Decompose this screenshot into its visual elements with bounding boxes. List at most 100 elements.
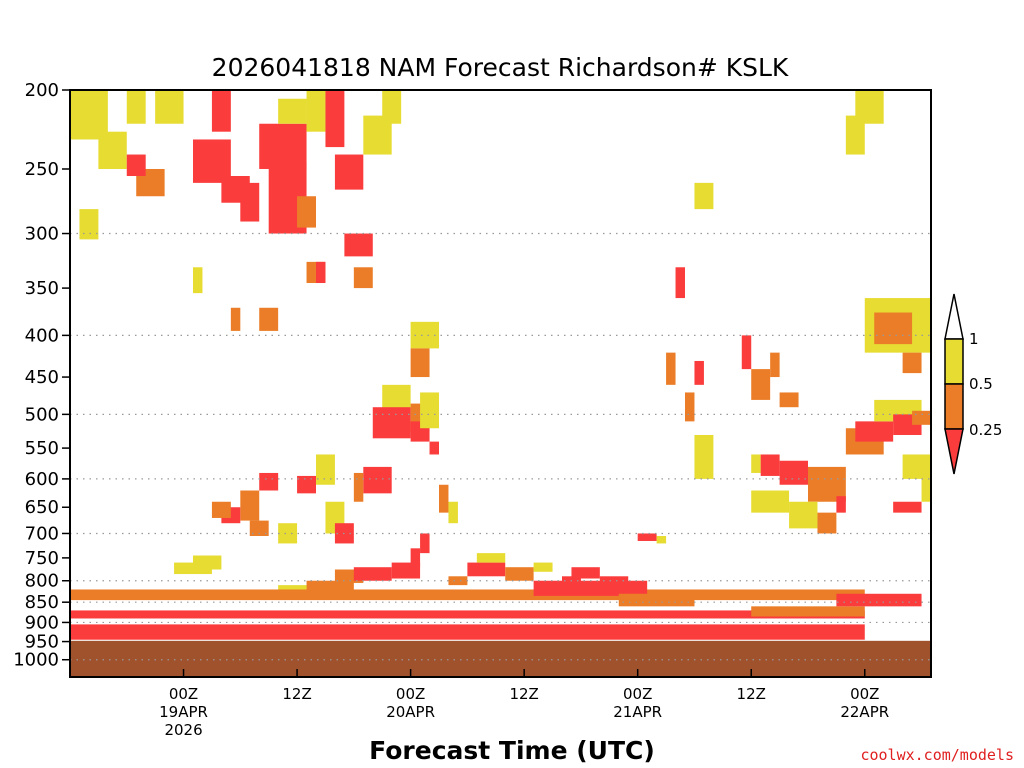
- ri-cell-17: [334, 154, 364, 190]
- ri-cell-77: [779, 392, 799, 408]
- ri-cell-16: [325, 90, 345, 148]
- ri-cell-38: [259, 472, 279, 491]
- ri-cell-30: [372, 407, 411, 439]
- ri-cell-42: [211, 501, 231, 518]
- ri-cell-0: [70, 90, 108, 140]
- x-tick-label-0-1: 19APR: [159, 703, 208, 721]
- ri-cell-56: [306, 580, 354, 592]
- ri-cell-97: [921, 478, 931, 502]
- ri-cell-85: [836, 496, 846, 513]
- x-tick-label-6-0: 00Z: [850, 685, 879, 703]
- ri-cell-33: [420, 392, 439, 429]
- ri-cell-24: [259, 307, 279, 331]
- ri-cell-7: [193, 139, 231, 183]
- ri-cell-55: [353, 567, 392, 581]
- x-tick-label-0-0: 00Z: [169, 685, 198, 703]
- ri-cell-36: [353, 472, 364, 502]
- ri-cell-82: [751, 490, 790, 513]
- ri-cell-61: [505, 567, 534, 581]
- ri-cell-73: [694, 434, 714, 479]
- ri-cell-47: [420, 533, 430, 554]
- ri-cell-51: [448, 501, 458, 524]
- y-tick-label-200: 200: [25, 80, 59, 101]
- data-cells: [70, 90, 931, 594]
- y-tick-label-650: 650: [25, 497, 59, 518]
- legend-label-1: 1: [969, 330, 979, 348]
- ri-cell-8: [211, 90, 231, 132]
- surface-band-3: [533, 580, 648, 596]
- ri-cell-53: [174, 562, 212, 575]
- ri-cell-81: [808, 466, 846, 502]
- ri-cell-1: [98, 131, 127, 169]
- ri-cell-6: [155, 90, 184, 124]
- dotted-gridlines: [70, 232, 931, 661]
- ri-cell-2: [126, 90, 146, 124]
- y-tick-label-800: 800: [25, 571, 59, 592]
- ri-cell-69: [694, 360, 704, 385]
- x-tick-label-2-1: 20APR: [386, 703, 435, 721]
- ri-cell-62: [533, 562, 553, 572]
- y-tick-label-400: 400: [25, 325, 59, 346]
- ri-cell-23: [353, 267, 373, 289]
- ri-cell-72: [694, 182, 714, 210]
- ri-cell-71: [666, 352, 676, 385]
- ri-cell-40: [240, 490, 260, 521]
- y-tick-label-300: 300: [25, 224, 59, 245]
- surface-band-6: [836, 593, 922, 607]
- legend: 1 0.5 0.25: [944, 293, 1002, 475]
- ri-cell-65: [599, 576, 629, 586]
- ri-cell-10: [240, 182, 260, 222]
- ri-cell-78: [751, 454, 761, 473]
- legend-arrow-top: [944, 293, 964, 340]
- ri-cell-60: [448, 576, 468, 586]
- y-tick-label-750: 750: [25, 548, 59, 569]
- plot-frame: [69, 89, 932, 678]
- y-axis-ticks: 200 250 300 350 400 450 500 550 600 650 700 7508008…: [13, 80, 70, 671]
- y-tick-label-500: 500: [25, 404, 59, 425]
- ri-cell-98: [893, 501, 922, 513]
- ri-cell-43: [249, 520, 269, 536]
- ri-cell-64: [571, 567, 600, 579]
- ri-cell-70: [685, 392, 695, 422]
- ri-cell-67: [656, 535, 667, 544]
- chart-title: 2026041818 NAM Forecast Richardson# KSLK: [212, 53, 789, 82]
- x-tick-label-3-0: 12Z: [509, 685, 538, 703]
- ri-cell-20: [382, 90, 402, 124]
- surface-band-0: [70, 589, 865, 601]
- x-tick-label-4-1: 21APR: [613, 703, 662, 721]
- y-tick-label-1000: 1000: [13, 650, 59, 671]
- ri-cell-4: [126, 154, 146, 177]
- ri-cell-49: [391, 562, 421, 579]
- ri-cell-15: [306, 90, 326, 132]
- x-tick-label-4-0: 00Z: [623, 685, 652, 703]
- ri-cell-26: [193, 267, 203, 294]
- x-axis-label: Forecast Time (UTC): [369, 736, 655, 765]
- x-tick-label-2-0: 00Z: [396, 685, 425, 703]
- ri-cell-5: [79, 209, 99, 240]
- y-tick-label-700: 700: [25, 523, 59, 544]
- ri-cell-83: [789, 501, 818, 529]
- ri-cell-59: [476, 553, 506, 563]
- ri-cell-37: [316, 454, 335, 485]
- credit-label: coolwx.com/models: [860, 746, 1014, 764]
- ri-cell-57: [278, 585, 307, 594]
- surface-band-1: [70, 610, 865, 619]
- ri-cell-93: [874, 312, 913, 345]
- ri-cell-74: [741, 335, 752, 370]
- ri-cell-14: [297, 196, 316, 228]
- x-tick-label-0-2: 2026: [164, 721, 202, 739]
- ri-cell-18: [344, 233, 373, 257]
- y-tick-label-600: 600: [25, 469, 59, 490]
- ri-cell-25: [230, 307, 241, 331]
- surface-band-4: [618, 593, 695, 607]
- y-tick-label-550: 550: [25, 438, 59, 459]
- ri-cell-44: [278, 523, 298, 544]
- ri-cell-76: [770, 352, 780, 378]
- y-tick-label-950: 950: [25, 632, 59, 653]
- ri-cell-28: [410, 348, 430, 378]
- near-surface-bands: [70, 580, 922, 640]
- y-tick-label-450: 450: [25, 367, 59, 388]
- ri-cell-22: [316, 261, 326, 284]
- x-tick-label-5-0: 12Z: [737, 685, 766, 703]
